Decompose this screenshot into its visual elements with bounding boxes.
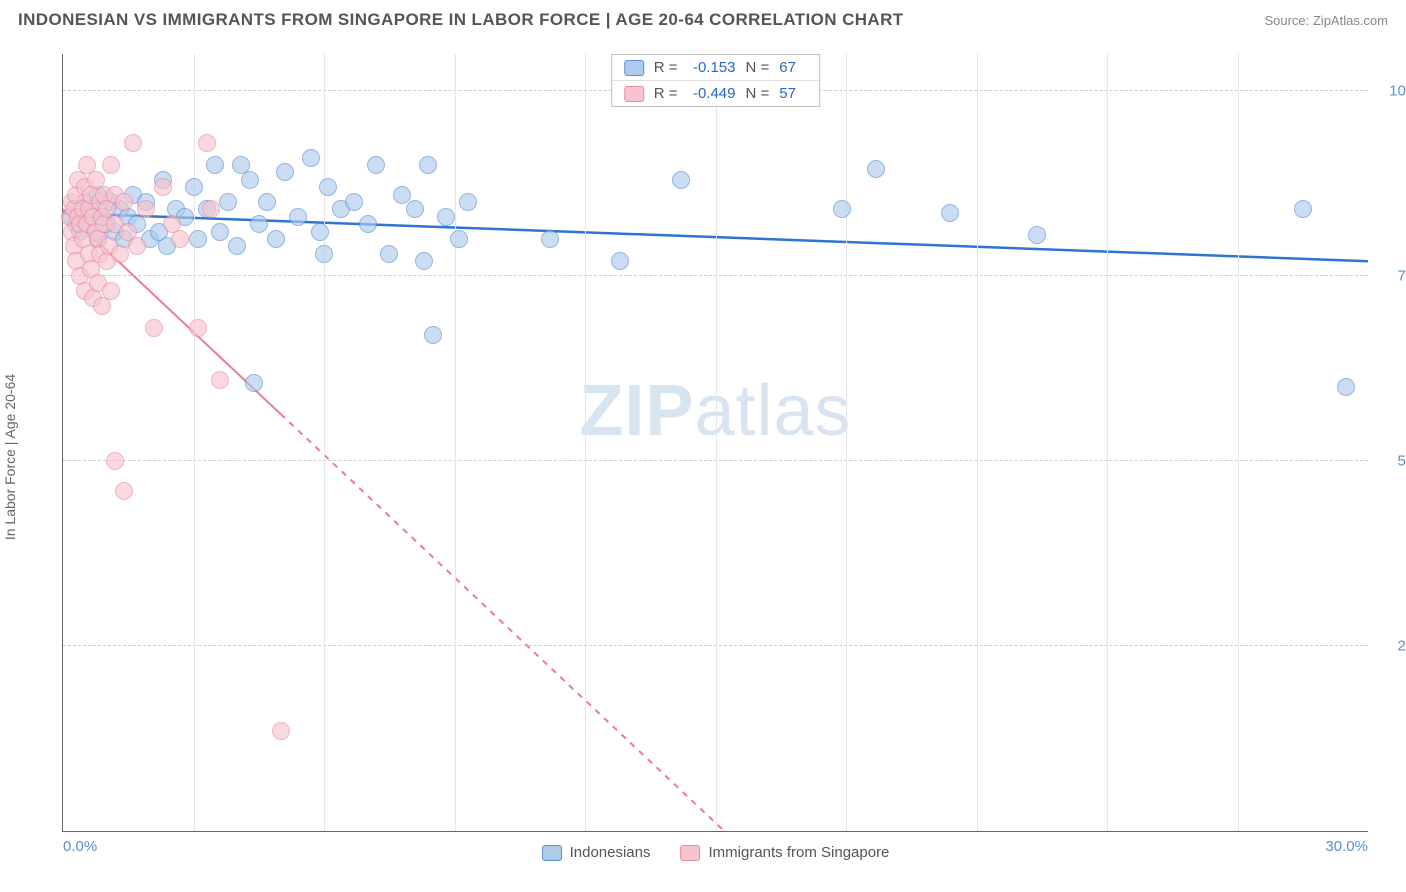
- data-point-series-1: [272, 722, 290, 740]
- n-label: N =: [746, 85, 770, 102]
- data-point-series-1: [145, 319, 163, 337]
- legend-swatch-1: [681, 845, 701, 861]
- data-point-series-1: [128, 237, 146, 255]
- gridline-v: [846, 54, 847, 831]
- data-point-series-0: [941, 204, 959, 222]
- legend-swatch-0: [542, 845, 562, 861]
- data-point-series-0: [345, 193, 363, 211]
- data-point-series-0: [359, 215, 377, 233]
- data-point-series-0: [437, 208, 455, 226]
- data-point-series-0: [211, 223, 229, 241]
- data-point-series-0: [185, 178, 203, 196]
- data-point-series-0: [219, 193, 237, 211]
- gridline-v: [977, 54, 978, 831]
- data-point-series-0: [206, 156, 224, 174]
- x-tick-label: 30.0%: [1325, 838, 1368, 855]
- n-label: N =: [746, 59, 770, 76]
- gridline-v: [585, 54, 586, 831]
- data-point-series-0: [228, 237, 246, 255]
- y-tick-label: 25.0%: [1370, 638, 1406, 655]
- data-point-series-0: [276, 163, 294, 181]
- source-prefix: Source:: [1264, 13, 1312, 28]
- gridline-v: [455, 54, 456, 831]
- data-point-series-0: [302, 149, 320, 167]
- data-point-series-0: [241, 171, 259, 189]
- data-point-series-1: [189, 319, 207, 337]
- series-swatch-0: [624, 60, 644, 76]
- x-tick-label: 0.0%: [63, 838, 97, 855]
- data-point-series-1: [154, 178, 172, 196]
- data-point-series-0: [393, 186, 411, 204]
- data-point-series-0: [1337, 378, 1355, 396]
- data-point-series-0: [424, 326, 442, 344]
- legend-item-0: Indonesians: [542, 844, 651, 861]
- y-tick-label: 75.0%: [1370, 268, 1406, 285]
- data-point-series-1: [137, 200, 155, 218]
- correlation-row-0: R = -0.153 N = 67: [612, 55, 820, 80]
- data-point-series-0: [419, 156, 437, 174]
- data-point-series-1: [171, 230, 189, 248]
- data-point-series-0: [367, 156, 385, 174]
- data-point-series-0: [415, 252, 433, 270]
- gridline-v: [324, 54, 325, 831]
- chart-header: INDONESIAN VS IMMIGRANTS FROM SINGAPORE …: [0, 0, 1406, 36]
- chart-container: In Labor Force | Age 20-64 R = -0.153 N …: [18, 40, 1388, 874]
- series-legend: Indonesians Immigrants from Singapore: [542, 844, 890, 861]
- legend-item-1: Immigrants from Singapore: [681, 844, 890, 861]
- data-point-series-1: [102, 282, 120, 300]
- data-point-series-0: [267, 230, 285, 248]
- data-point-series-0: [833, 200, 851, 218]
- data-point-series-1: [211, 371, 229, 389]
- data-point-series-0: [541, 230, 559, 248]
- y-tick-label: 50.0%: [1370, 453, 1406, 470]
- data-point-series-1: [202, 200, 220, 218]
- data-point-series-0: [289, 208, 307, 226]
- y-tick-label: 100.0%: [1370, 83, 1406, 100]
- n-value-1: 57: [779, 85, 807, 102]
- source-attribution: Source: ZipAtlas.com: [1264, 13, 1388, 28]
- data-point-series-0: [459, 193, 477, 211]
- legend-label-1: Immigrants from Singapore: [709, 844, 890, 861]
- correlation-row-1: R = -0.449 N = 57: [612, 80, 820, 106]
- data-point-series-1: [115, 482, 133, 500]
- gridline-v: [1107, 54, 1108, 831]
- data-point-series-0: [245, 374, 263, 392]
- data-point-series-1: [106, 452, 124, 470]
- gridline-v: [716, 54, 717, 831]
- n-value-0: 67: [779, 59, 807, 76]
- y-axis-label: In Labor Force | Age 20-64: [2, 374, 18, 540]
- data-point-series-0: [1294, 200, 1312, 218]
- data-point-series-1: [111, 245, 129, 263]
- data-point-series-0: [406, 200, 424, 218]
- r-label: R =: [654, 59, 678, 76]
- plot-area: R = -0.153 N = 67 R = -0.449 N = 57 ZIPa…: [62, 54, 1368, 832]
- r-label: R =: [654, 85, 678, 102]
- r-value-1: -0.449: [688, 85, 736, 102]
- data-point-series-0: [867, 160, 885, 178]
- source-name: ZipAtlas.com: [1313, 13, 1388, 28]
- r-value-0: -0.153: [688, 59, 736, 76]
- data-point-series-1: [102, 156, 120, 174]
- data-point-series-0: [611, 252, 629, 270]
- correlation-legend: R = -0.153 N = 67 R = -0.449 N = 57: [611, 54, 821, 107]
- data-point-series-0: [311, 223, 329, 241]
- data-point-series-1: [115, 193, 133, 211]
- series-swatch-1: [624, 86, 644, 102]
- data-point-series-0: [258, 193, 276, 211]
- data-point-series-0: [380, 245, 398, 263]
- data-point-series-0: [189, 230, 207, 248]
- data-point-series-0: [315, 245, 333, 263]
- data-point-series-0: [672, 171, 690, 189]
- data-point-series-0: [250, 215, 268, 233]
- legend-label-0: Indonesians: [570, 844, 651, 861]
- data-point-series-0: [1028, 226, 1046, 244]
- chart-title: INDONESIAN VS IMMIGRANTS FROM SINGAPORE …: [18, 10, 904, 30]
- data-point-series-1: [198, 134, 216, 152]
- gridline-v: [1238, 54, 1239, 831]
- gridline-v: [194, 54, 195, 831]
- data-point-series-0: [450, 230, 468, 248]
- data-point-series-1: [124, 134, 142, 152]
- data-point-series-0: [319, 178, 337, 196]
